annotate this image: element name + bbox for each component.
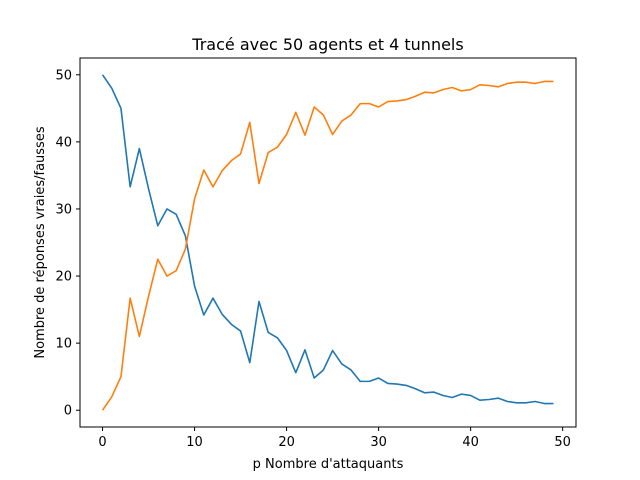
- series-0-line: [101, 74, 554, 405]
- y-axis-label: Nombre de réponses vraies/fausses: [33, 126, 48, 358]
- y-tick-label: 10: [55, 337, 72, 352]
- series-1-line: [101, 80, 554, 411]
- plot-frame: [79, 57, 577, 428]
- x-tick-label: 30: [370, 435, 387, 450]
- y-tick-label: 20: [55, 270, 72, 285]
- x-tick-label: 10: [186, 435, 203, 450]
- plot-area: [80, 58, 576, 427]
- y-tick-label: 40: [55, 135, 72, 150]
- series-0: [101, 74, 554, 405]
- x-tick-label: 0: [98, 435, 106, 450]
- x-tick-label: 50: [554, 435, 571, 450]
- y-tick-label: 0: [64, 404, 72, 419]
- x-tick-label: 20: [278, 435, 295, 450]
- series-1: [101, 80, 554, 411]
- y-tick-label: 50: [55, 68, 72, 83]
- y-tick-label: 30: [55, 202, 72, 217]
- x-axis-label: p Nombre d'attaquants: [253, 457, 404, 472]
- chart-title: Tracé avec 50 agents et 4 tunnels: [191, 35, 463, 54]
- x-tick-label: 40: [462, 435, 479, 450]
